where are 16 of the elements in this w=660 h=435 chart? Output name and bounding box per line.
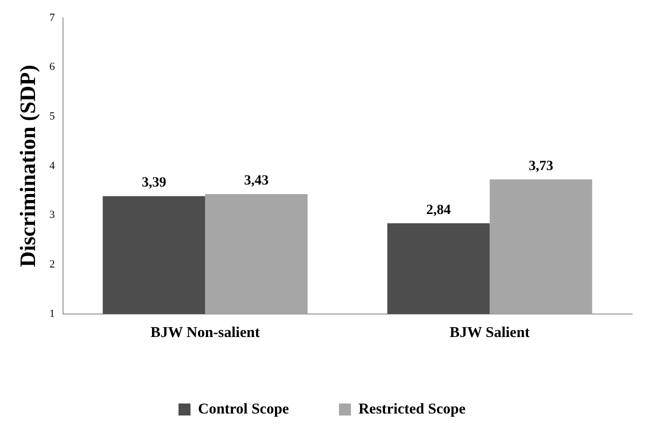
y-tick-label: 2 bbox=[49, 258, 55, 271]
data-label: 3,39 bbox=[142, 176, 166, 191]
data-label: 2,84 bbox=[426, 202, 451, 218]
y-tick-label: 5 bbox=[49, 110, 56, 123]
y-tick-label: 1 bbox=[49, 308, 55, 320]
y-tick-label: 3 bbox=[49, 209, 56, 222]
legend-label: Restricted Scope bbox=[358, 401, 466, 418]
x-tick-label: BJW Salient bbox=[450, 324, 530, 341]
data-label: 3,73 bbox=[528, 158, 554, 174]
y-axis-title: Discrimination (SDP) bbox=[14, 64, 40, 268]
data-label: 3,43 bbox=[244, 174, 269, 189]
y-tick-label: 6 bbox=[49, 61, 56, 74]
y-tick-label: 4 bbox=[49, 160, 56, 172]
x-tick-label: BJW Non-salient bbox=[150, 324, 260, 341]
y-tick-label: 7 bbox=[49, 12, 56, 24]
legend-label: Control Scope bbox=[198, 401, 290, 418]
